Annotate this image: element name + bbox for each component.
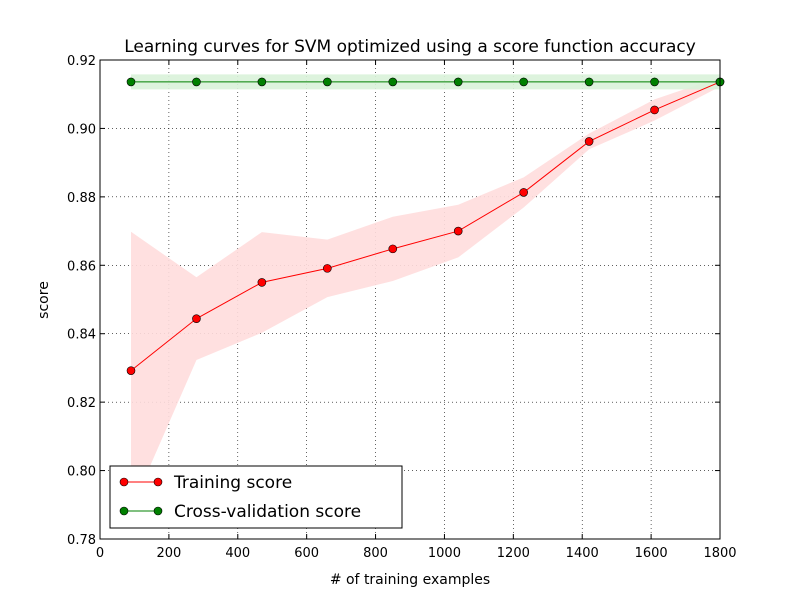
legend: Training score Cross-validation score <box>109 465 403 529</box>
legend-cv-marker <box>153 506 163 516</box>
x-axis-ticks: 0 200 400 600 800 1000 1200 1400 1600 1800 <box>96 60 737 561</box>
y-tick-label: 0.86 <box>67 259 96 274</box>
x-tick-label: 0 <box>96 546 104 561</box>
y-tick-label: 0.78 <box>67 533 96 548</box>
training-score-point <box>584 137 594 146</box>
cross-validation-score-point <box>323 77 332 87</box>
x-tick-label: 200 <box>156 546 181 561</box>
training-score-point <box>453 226 463 236</box>
x-tick-label: 1200 <box>497 546 530 561</box>
x-axis-label: # of training examples <box>330 572 490 588</box>
legend-cv-label: Cross-validation score <box>174 502 361 522</box>
y-tick-label: 0.92 <box>67 54 96 69</box>
score-lines <box>130 81 721 372</box>
cross-validation-score-point <box>192 77 201 87</box>
cross-validation-score-point <box>388 77 398 87</box>
training-score-band <box>131 77 720 510</box>
training-score-point <box>192 314 201 323</box>
training-score-point <box>126 366 136 375</box>
y-tick-label: 0.88 <box>67 191 96 206</box>
training-score-point <box>519 188 528 197</box>
x-tick-label: 1600 <box>635 546 668 561</box>
x-tick-label: 800 <box>363 546 388 561</box>
plot-area <box>99 59 725 540</box>
legend-item-cross-validation: Cross-validation score <box>119 502 361 522</box>
x-tick-label: 1400 <box>566 546 599 561</box>
y-axis-label: score <box>36 281 52 319</box>
training-score-point <box>323 264 332 273</box>
cross-validation-score-point <box>126 77 136 87</box>
y-tick-label: 0.84 <box>67 328 96 343</box>
y-axis-ticks: 0.78 0.80 0.82 0.84 0.86 0.88 0.90 0.92 <box>67 54 720 548</box>
training-score-point <box>257 278 267 287</box>
cross-validation-score-point <box>453 77 463 87</box>
plot-frame <box>99 59 721 540</box>
cross-validation-score-point <box>584 77 594 87</box>
legend-box <box>109 465 403 529</box>
x-tick-label: 1800 <box>703 546 736 561</box>
y-tick-label: 0.90 <box>67 122 96 137</box>
y-tick-label: 0.82 <box>67 396 96 411</box>
legend-training-marker <box>119 477 129 487</box>
x-tick-label: 1000 <box>428 546 461 561</box>
x-tick-label: 400 <box>225 546 250 561</box>
cross-validation-score-point <box>650 77 659 87</box>
y-tick-label: 0.80 <box>67 465 96 480</box>
training-score-point <box>650 105 659 115</box>
chart-title: Learning curves for SVM optimized using … <box>124 37 696 57</box>
cross-validation-score-point <box>519 77 528 87</box>
legend-training-marker <box>153 477 163 487</box>
cross-validation-score-point <box>257 77 267 87</box>
training-score-line <box>130 81 721 372</box>
x-tick-label: 600 <box>294 546 319 561</box>
legend-training-label: Training score <box>173 473 292 493</box>
legend-item-training: Training score <box>119 473 292 493</box>
training-score-point <box>388 244 398 254</box>
legend-cv-marker <box>119 506 129 516</box>
